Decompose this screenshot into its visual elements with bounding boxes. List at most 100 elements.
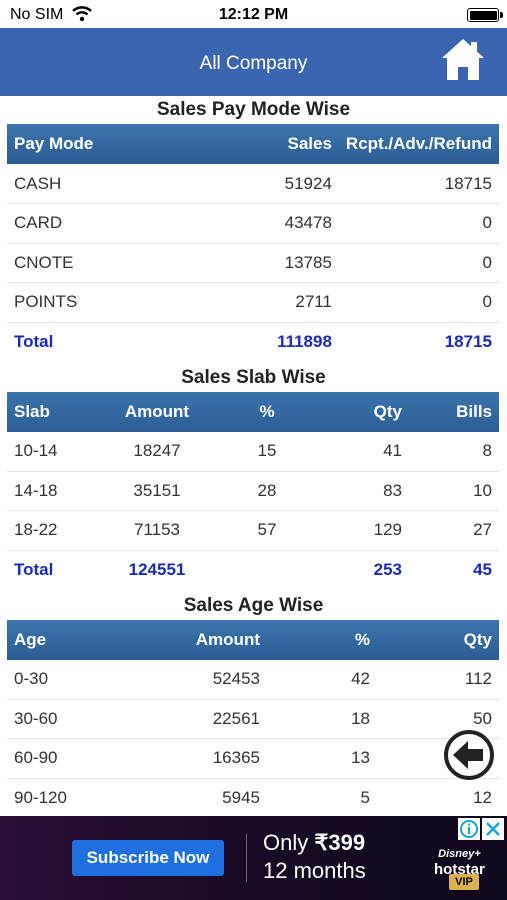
subscribe-now-button[interactable]: Subscribe Now xyxy=(72,840,224,876)
column-header: Amount xyxy=(195,629,260,649)
total-cell: 18715 xyxy=(444,332,492,351)
table-cell: 30-60 xyxy=(7,699,107,739)
table-cell: 10-14 xyxy=(7,431,97,472)
ad-banner[interactable]: Subscribe Now Only ₹399 12 months Disney… xyxy=(0,816,507,900)
ad-offer-price: Only ₹399 xyxy=(263,830,366,855)
table-header-row: Age Amount % Qty xyxy=(7,619,499,660)
table-cell: 129 xyxy=(317,510,409,551)
table-cell: 42 xyxy=(267,659,377,700)
table-cell: 43478 xyxy=(163,203,339,244)
table-cell: CASH xyxy=(7,164,164,204)
table-cell: 18 xyxy=(267,699,377,739)
column-header: Pay Mode xyxy=(14,134,94,153)
clock: 12:12 PM xyxy=(218,6,289,23)
table-cell: 35151 xyxy=(97,471,217,511)
table-cell: 83 xyxy=(317,471,409,511)
table-cell: 18715 xyxy=(338,164,499,204)
total-label: Total xyxy=(14,560,54,579)
table-cell: 51924 xyxy=(163,164,339,204)
total-cell: 124551 xyxy=(128,560,186,579)
table-cell: 12 xyxy=(377,778,499,816)
table-cell: 52453 xyxy=(107,659,267,700)
table-cell: 8 xyxy=(409,431,499,472)
battery-icon xyxy=(467,8,503,22)
table-cell: 10 xyxy=(409,471,499,511)
table-row: CASH 51924 18715 xyxy=(7,164,499,204)
table-cell: 71153 xyxy=(97,510,217,551)
table-cell: POINTS xyxy=(7,282,164,323)
table-cell: 18-22 xyxy=(7,510,97,551)
column-header: Bills xyxy=(456,401,492,421)
back-arrow-icon[interactable] xyxy=(444,730,494,780)
table-cell: 18247 xyxy=(97,431,217,472)
slab-table: Slab Amount % Qty Bills 10-14 18247 15 4… xyxy=(7,391,499,590)
table-cell: 0 xyxy=(338,243,499,283)
column-header: Qty xyxy=(373,401,402,421)
wifi-icon xyxy=(72,6,92,27)
report-content[interactable]: Sales Pay Mode Wise Pay Mode Sales Rcpt.… xyxy=(0,96,507,816)
ad-offer-duration: 12 months xyxy=(263,858,366,883)
carrier-label: No SIM xyxy=(10,6,64,23)
nav-bar: All Company xyxy=(0,28,507,96)
table-row: 10-14 18247 15 41 8 xyxy=(7,431,499,472)
table-row: 90-120 5945 5 12 xyxy=(7,778,499,816)
table-cell: 5 xyxy=(267,778,377,816)
total-label: Total xyxy=(14,332,54,351)
table-cell: 2711 xyxy=(163,282,339,323)
pay-mode-section-title: Sales Pay Mode Wise xyxy=(156,99,351,120)
column-header: Rcpt./Adv./Refund xyxy=(345,134,492,153)
table-row: 18-22 71153 57 129 27 xyxy=(7,510,499,551)
table-row: CNOTE 13785 0 xyxy=(7,243,499,283)
table-cell: 15 xyxy=(217,431,317,472)
table-row: 30-60 22561 18 50 xyxy=(7,699,499,739)
table-cell: 41 xyxy=(317,431,409,472)
pay-mode-table: Pay Mode Sales Rcpt./Adv./Refund CASH 51… xyxy=(7,124,499,362)
table-header-row: Pay Mode Sales Rcpt./Adv./Refund xyxy=(7,124,499,164)
table-cell: 27 xyxy=(409,510,499,551)
status-bar: No SIM 12:12 PM xyxy=(0,0,507,28)
table-cell: CARD xyxy=(7,203,164,244)
table-cell: 13785 xyxy=(163,243,339,283)
table-cell: 0 xyxy=(338,203,499,244)
page-title: All Company xyxy=(199,53,308,74)
column-header: Slab xyxy=(14,401,50,421)
age-section-title: Sales Age Wise xyxy=(183,594,324,616)
table-cell: 22561 xyxy=(107,699,267,739)
total-row: Total 111898 18715 xyxy=(7,322,499,362)
table-cell: 14-18 xyxy=(7,471,97,511)
table-cell: 28 xyxy=(217,471,317,511)
vip-badge: VIP xyxy=(449,874,479,890)
column-header: Age xyxy=(14,629,47,649)
total-cell: 253 xyxy=(373,560,402,579)
column-header: Qty xyxy=(463,629,492,649)
table-row: CARD 43478 0 xyxy=(7,203,499,244)
table-row: 14-18 35151 28 83 10 xyxy=(7,471,499,511)
table-cell: 13 xyxy=(267,738,377,779)
table-cell: 112 xyxy=(377,659,499,700)
slab-section-title: Sales Slab Wise xyxy=(181,366,326,388)
home-icon[interactable] xyxy=(439,36,487,84)
table-header-row: Slab Amount % Qty Bills xyxy=(7,391,499,432)
table-cell: 90-120 xyxy=(7,778,107,816)
ad-divider xyxy=(246,834,247,882)
column-header: % xyxy=(354,629,370,649)
total-row: Total 124551 253 45 xyxy=(7,550,499,590)
column-header: % xyxy=(259,401,275,421)
total-cell: 111898 xyxy=(277,332,332,351)
table-cell: 0-30 xyxy=(7,659,107,700)
table-row: 60-90 16365 13 34 xyxy=(7,738,499,779)
ad-close-icon[interactable] xyxy=(482,818,504,840)
table-cell: 16365 xyxy=(107,738,267,779)
total-cell xyxy=(217,550,317,590)
table-cell: 0 xyxy=(338,282,499,323)
column-header: Amount xyxy=(124,401,190,421)
table-cell: CNOTE xyxy=(7,243,164,283)
table-cell: 60-90 xyxy=(7,738,107,779)
ad-info-icon[interactable] xyxy=(458,818,480,840)
age-table: Age Amount % Qty 0-30 52453 42 112 30-60… xyxy=(7,619,499,816)
table-row: POINTS 2711 0 xyxy=(7,282,499,323)
column-header: Sales xyxy=(287,134,332,153)
table-row: 0-30 52453 42 112 xyxy=(7,659,499,700)
hotstar-logo: Disney+ hotstar xyxy=(434,848,485,878)
total-cell: 45 xyxy=(473,560,492,579)
